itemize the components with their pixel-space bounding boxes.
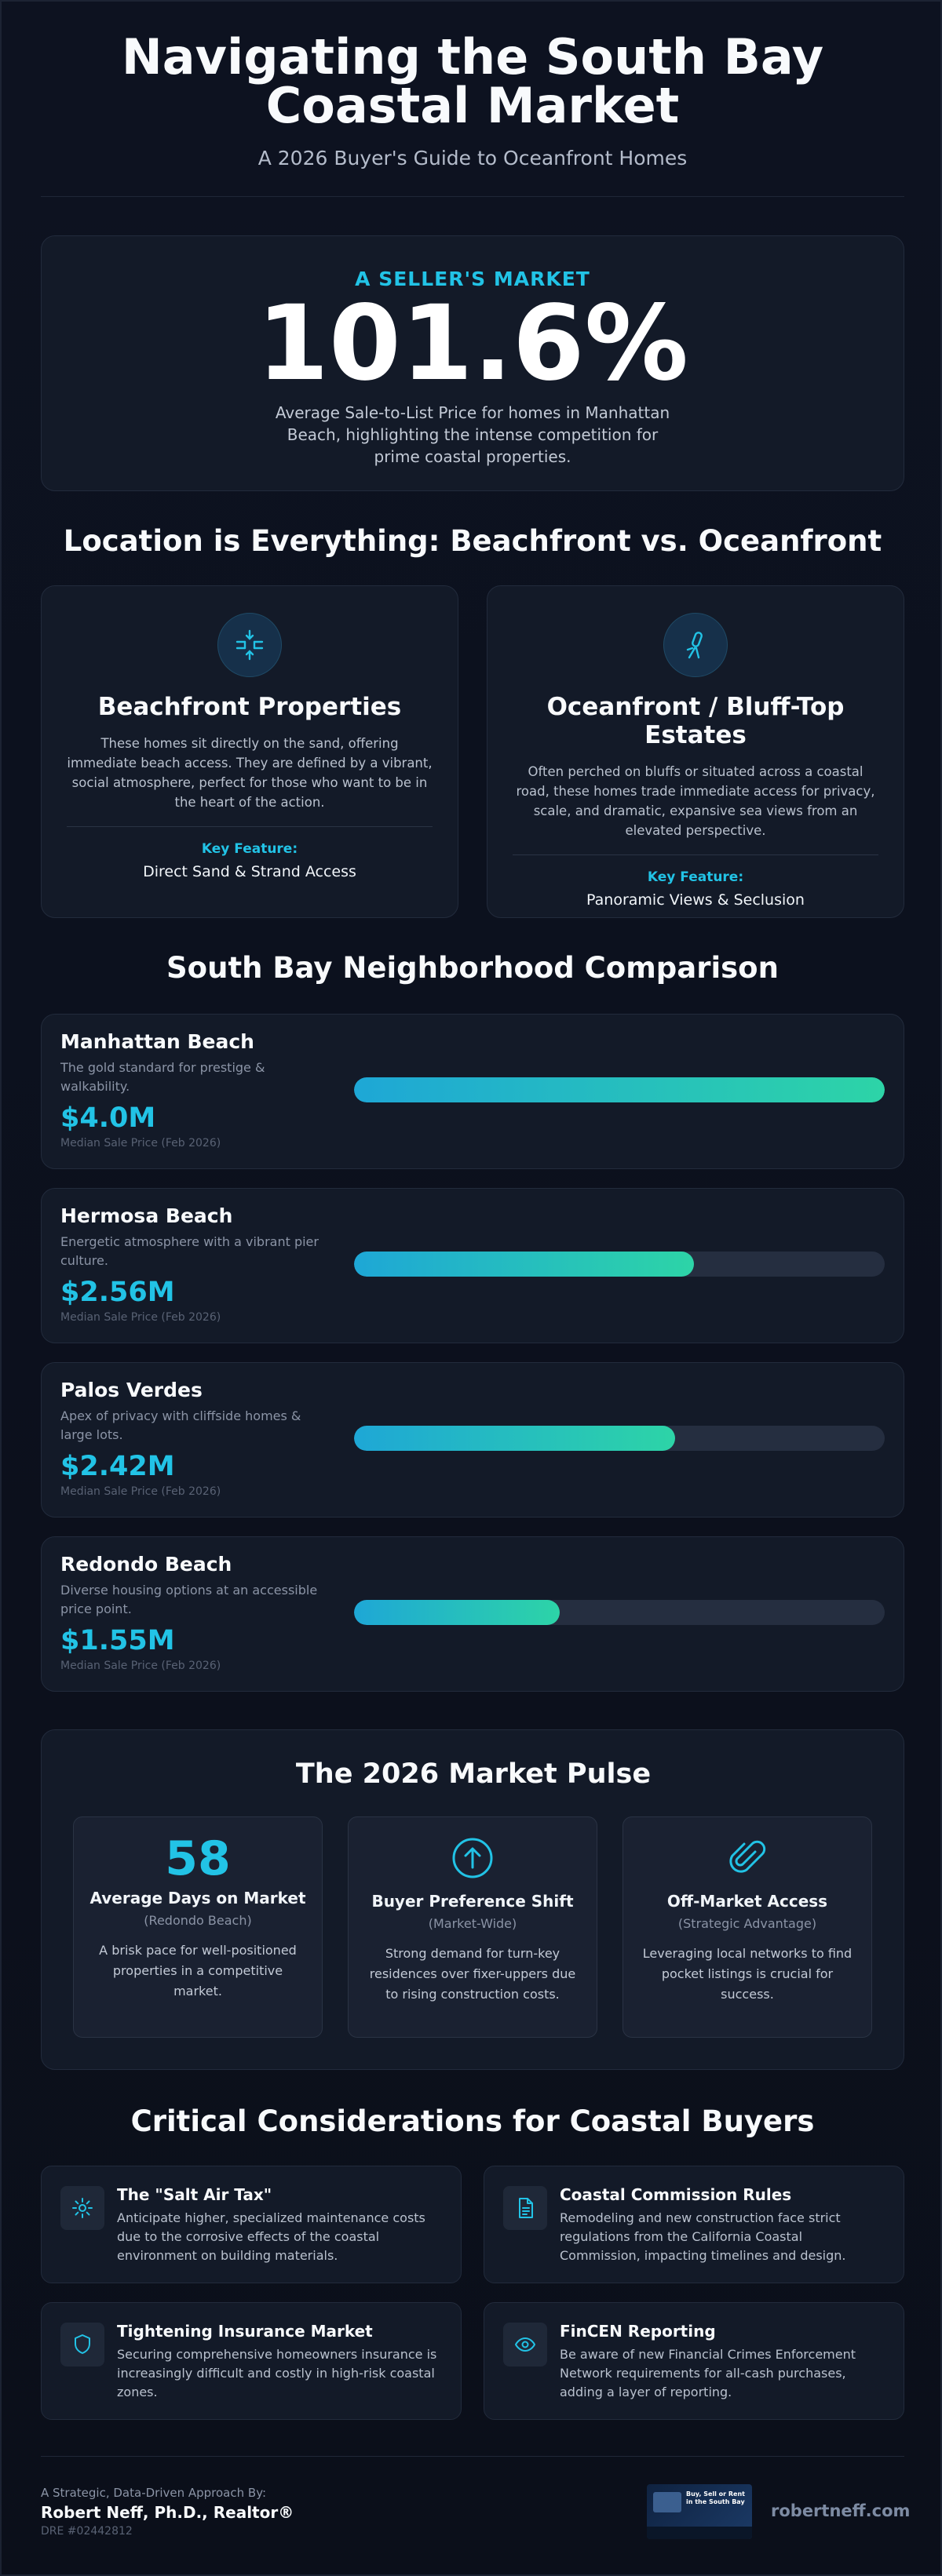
page-subtitle: A 2026 Buyer's Guide to Oceanfront Homes — [257, 147, 688, 169]
gear-cog-icon — [60, 2186, 104, 2230]
beachfront-description: These homes sit directly on the sand, of… — [67, 736, 433, 810]
consideration-title: Tightening Insurance Market — [117, 2322, 373, 2341]
paperclip-icon — [724, 1835, 771, 1882]
price-bar-track — [354, 1077, 885, 1102]
shield-icon — [60, 2323, 104, 2366]
neighborhood-price: $1.55M — [60, 1625, 175, 1656]
page-title: Navigating the South Bay Coastal Market — [121, 28, 824, 134]
neighborhood-heading: South Bay Neighborhood Comparison — [166, 951, 779, 985]
price-bar-track — [354, 1600, 885, 1625]
neighborhood-price: $4.0M — [60, 1102, 156, 1134]
price-bar-track — [354, 1426, 885, 1451]
document-icon — [503, 2186, 547, 2230]
divider — [67, 826, 433, 827]
pulse-description: A brisk pace for well-positioned propert… — [99, 1943, 297, 1998]
market-pulse-heading: The 2026 Market Pulse — [295, 1758, 652, 1790]
neighborhood-price: $2.42M — [60, 1451, 175, 1482]
neighborhood-name: Hermosa Beach — [60, 1204, 233, 1227]
beachfront-key-label: Key Feature: — [201, 841, 298, 857]
price-bar-fill — [354, 1077, 885, 1102]
neighborhood-description: The gold standard for prestige & walkabi… — [60, 1060, 265, 1094]
price-bar-fill — [354, 1252, 694, 1277]
consideration-title: Coastal Commission Rules — [560, 2185, 792, 2204]
neighborhood-card: Redondo Beach Diverse housing options at… — [41, 1536, 904, 1692]
arrow-up-circle-icon — [449, 1835, 496, 1882]
market-pulse-panel: The 2026 Market Pulse 58 Average Days on… — [41, 1729, 904, 2070]
divider — [41, 2456, 904, 2457]
beachfront-card: Beachfront Properties These homes sit di… — [41, 585, 458, 918]
neighborhood-name: Palos Verdes — [60, 1379, 203, 1401]
oceanfront-title: Oceanfront / Bluff-Top Estates — [546, 693, 845, 749]
neighborhood-card: Palos Verdes Apex of privacy with cliffs… — [41, 1362, 904, 1518]
price-bar-fill — [354, 1426, 675, 1451]
hero-stat: 101.6% — [257, 283, 688, 404]
consideration-title: The "Salt Air Tax" — [117, 2185, 272, 2204]
location-heading: Location is Everything: Beachfront vs. O… — [63, 524, 882, 558]
neighborhood-description: Energetic atmosphere with a vibrant pier… — [60, 1234, 319, 1268]
footer-kicker: A Strategic, Data-Driven Approach By: — [41, 2486, 267, 2500]
author-name: Robert Neff, Ph.D., Realtor® — [41, 2503, 294, 2522]
oceanfront-key-label: Key Feature: — [647, 869, 744, 885]
pulse-title: Average Days on Market — [89, 1889, 306, 1907]
neighborhood-description: Diverse housing options at an accessible… — [60, 1583, 318, 1616]
consideration-title: FinCEN Reporting — [560, 2322, 716, 2341]
days-on-market-card: 58 Average Days on Market (Redondo Beach… — [73, 1816, 323, 2038]
neighborhood-name: Redondo Beach — [60, 1553, 232, 1576]
dre-number: DRE #02442812 — [41, 2525, 133, 2538]
buyer-preference-card: Buyer Preference Shift (Market-Wide) Str… — [348, 1816, 597, 2038]
eye-icon — [503, 2323, 547, 2366]
beachfront-title: Beachfront Properties — [97, 693, 402, 721]
consideration-card: Tightening Insurance Market Securing com… — [41, 2302, 462, 2420]
hero-description: Average Sale-to-List Price for homes in … — [275, 403, 670, 466]
neighborhood-description: Apex of privacy with cliffside homes & l… — [60, 1408, 301, 1442]
consideration-card: The "Salt Air Tax" Anticipate higher, sp… — [41, 2166, 462, 2283]
divider — [513, 854, 878, 855]
price-bar-track — [354, 1252, 885, 1277]
website-link[interactable]: robertneff.com — [771, 2501, 911, 2520]
consideration-description: Remodeling and new construction face str… — [560, 2210, 846, 2263]
neighborhood-card: Hermosa Beach Energetic atmosphere with … — [41, 1188, 904, 1343]
thumbnail-text: Buy, Sell or Rent in the South Bay — [686, 2490, 745, 2505]
divider — [41, 196, 904, 197]
price-caption: Median Sale Price (Feb 2026) — [60, 1660, 221, 1672]
considerations-heading: Critical Considerations for Coastal Buye… — [130, 2104, 815, 2138]
oceanfront-key-value: Panoramic Views & Seclusion — [586, 891, 805, 909]
price-bar-fill — [354, 1600, 560, 1625]
consideration-card: Coastal Commission Rules Remodeling and … — [484, 2166, 904, 2283]
price-caption: Median Sale Price (Feb 2026) — [60, 1137, 221, 1150]
pulse-description: Strong demand for turn-key residences ov… — [369, 1946, 576, 2002]
days-on-market-value: 58 — [165, 1831, 231, 1886]
off-market-card: Off-Market Access (Strategic Advantage) … — [623, 1816, 872, 2038]
pulse-subtitle: (Strategic Advantage) — [677, 1916, 817, 1931]
neighborhood-name: Manhattan Beach — [60, 1030, 254, 1053]
consideration-card: FinCEN Reporting Be aware of new Financi… — [484, 2302, 904, 2420]
pulse-title: Buyer Preference Shift — [371, 1892, 574, 1911]
pulse-subtitle: (Market-Wide) — [428, 1916, 517, 1931]
hero-stat-card: A SELLER'S MARKET 101.6% Average Sale-to… — [41, 235, 904, 491]
hero-kicker: A SELLER'S MARKET — [355, 268, 590, 290]
consideration-description: Be aware of new Financial Crimes Enforce… — [560, 2347, 856, 2399]
neighborhood-price: $2.56M — [60, 1277, 175, 1308]
oceanfront-card: Oceanfront / Bluff-Top Estates Often per… — [487, 585, 904, 918]
arrows-in-out-icon — [217, 613, 282, 677]
pulse-description: Leveraging local networks to find pocket… — [642, 1946, 853, 2002]
neighborhood-card: Manhattan Beach The gold standard for pr… — [41, 1014, 904, 1169]
beachfront-key-value: Direct Sand & Strand Access — [143, 863, 356, 880]
thumbnail-footer-bar — [647, 2527, 752, 2539]
pulse-title: Off-Market Access — [666, 1892, 828, 1911]
price-caption: Median Sale Price (Feb 2026) — [60, 1485, 221, 1498]
pulse-subtitle: (Redondo Beach) — [144, 1913, 252, 1928]
website-thumbnail[interactable]: Buy, Sell or Rent in the South Bay — [647, 2484, 752, 2539]
consideration-description: Securing comprehensive homeowners insura… — [117, 2347, 437, 2399]
price-caption: Median Sale Price (Feb 2026) — [60, 1311, 221, 1324]
oceanfront-description: Often perched on bluffs or situated acro… — [516, 764, 875, 838]
thumbnail-photo — [653, 2492, 681, 2512]
telescope-icon — [663, 613, 728, 677]
consideration-description: Anticipate higher, specialized maintenan… — [117, 2210, 425, 2263]
